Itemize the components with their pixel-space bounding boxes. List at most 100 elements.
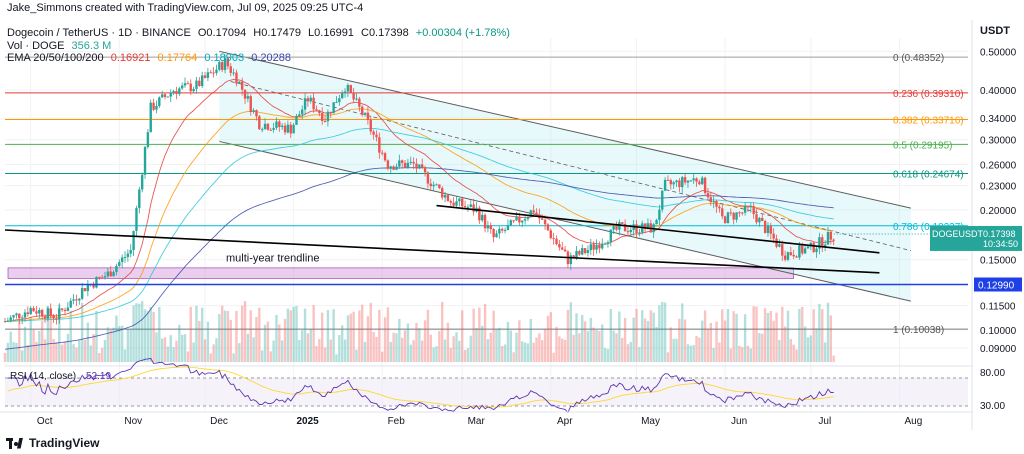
volume-bar xyxy=(498,327,501,362)
candle-body xyxy=(29,308,32,315)
candle-body xyxy=(372,131,375,135)
volume-bar xyxy=(69,310,72,362)
candle-body xyxy=(541,218,544,220)
ema-legend[interactable]: EMA 20/50/100/200 0.16921 0.17764 0.1890… xyxy=(7,52,295,64)
candle-body xyxy=(526,217,530,220)
brand-text: TradingView xyxy=(29,436,100,450)
candle-body xyxy=(209,72,212,74)
candle-body xyxy=(129,250,132,254)
volume-bar xyxy=(449,347,452,362)
candle-body xyxy=(718,206,721,209)
candle-body xyxy=(212,72,215,74)
candle-body xyxy=(515,216,518,221)
volume-bar xyxy=(401,337,404,362)
volume-bar xyxy=(409,344,412,362)
volume-bar xyxy=(209,353,212,362)
x-tick-label: Nov xyxy=(124,416,142,427)
fib-label: 0.786 (0.18237) xyxy=(893,222,964,233)
candle-body xyxy=(386,160,390,169)
volume-bar xyxy=(326,310,330,362)
candle-body xyxy=(309,97,312,102)
inner-trendline xyxy=(436,204,880,254)
volume-bar xyxy=(483,303,487,362)
rsi-line xyxy=(7,357,834,414)
volume-legend[interactable]: Vol · DOGE 356.3 M xyxy=(7,40,115,52)
volume-bar xyxy=(678,318,681,362)
candle-body xyxy=(743,206,747,213)
volume-bar xyxy=(260,350,264,362)
candle-body xyxy=(766,226,770,233)
candle-body xyxy=(263,123,267,130)
volume-bar xyxy=(706,328,710,362)
volume-bar xyxy=(423,320,427,362)
volume-bar xyxy=(109,329,112,362)
symbol-title[interactable]: Dogecoin / TetherUS · 1D · BINANCE xyxy=(7,27,191,39)
candles xyxy=(3,54,835,325)
candle-body xyxy=(483,214,487,229)
volume-bar xyxy=(641,310,644,362)
candle-body xyxy=(43,316,47,319)
candle-body xyxy=(443,195,447,198)
volume-bar xyxy=(643,318,647,362)
volume-bar xyxy=(438,331,441,362)
volume-bar xyxy=(755,306,758,362)
symbol-line: Dogecoin / TetherUS · 1D · BINANCE O0.17… xyxy=(7,27,514,39)
candle-body xyxy=(343,91,347,94)
volume-bar xyxy=(12,342,15,362)
price-axis[interactable]: 0.50000 0.40000 0.34000 0.30000 0.26000 0.230… xyxy=(971,20,1017,430)
candle-body xyxy=(275,121,278,128)
volume-bar xyxy=(723,320,727,362)
ohlc-close: C0.17398 xyxy=(361,27,409,39)
candle-body xyxy=(806,246,810,249)
tradingview-brand[interactable]: TradingView xyxy=(6,436,99,450)
candle-body xyxy=(803,248,807,254)
volume-bar xyxy=(43,339,47,362)
volume-bar xyxy=(586,331,590,362)
volume-bar xyxy=(212,344,215,362)
last-price-symbol: DOGEUSDT xyxy=(932,229,984,239)
candle-body xyxy=(458,198,461,202)
volume-bar xyxy=(532,342,535,362)
candle-body xyxy=(72,299,75,301)
candle-body xyxy=(332,102,335,114)
candle-body xyxy=(772,233,775,239)
candle-body xyxy=(192,88,195,92)
volume-bar xyxy=(120,325,124,362)
candle-body xyxy=(658,209,661,220)
candle-body xyxy=(398,160,401,167)
candle-body xyxy=(378,137,381,153)
volume-bar xyxy=(23,326,27,362)
volume-bar xyxy=(623,317,627,362)
volume-bar xyxy=(403,330,407,362)
candle-body xyxy=(446,195,450,202)
volume-bar xyxy=(792,344,795,362)
volume-bar xyxy=(775,312,778,362)
y-tick-label: 0.26000 xyxy=(980,160,1017,171)
volume-bar xyxy=(29,316,32,362)
volume-bar xyxy=(249,310,252,362)
candle-body xyxy=(172,91,175,93)
volume-bar xyxy=(118,326,121,362)
candle-body xyxy=(266,123,270,130)
candle-body xyxy=(406,162,410,168)
candle-body xyxy=(789,252,793,255)
volume-bar xyxy=(352,311,355,362)
candle-body xyxy=(695,178,698,182)
candle-body xyxy=(115,265,118,273)
time-axis[interactable]: Oct Nov Dec 2025 Feb Mar Apr May Jun Jul Aug xyxy=(0,411,972,427)
rsi-band xyxy=(5,378,968,406)
x-tick-label: Aug xyxy=(905,416,923,427)
candle-body xyxy=(360,106,364,115)
candle-body xyxy=(701,177,704,185)
volume-bar xyxy=(309,329,312,362)
candle-body xyxy=(198,80,201,87)
candle-body xyxy=(798,245,801,258)
volume-bar xyxy=(323,347,327,362)
volume-bar xyxy=(546,315,550,362)
volume-bar xyxy=(78,340,81,362)
volume-bar xyxy=(366,316,370,362)
volume-bar xyxy=(240,305,244,362)
candle-body xyxy=(509,220,512,226)
candle-body xyxy=(163,94,167,97)
